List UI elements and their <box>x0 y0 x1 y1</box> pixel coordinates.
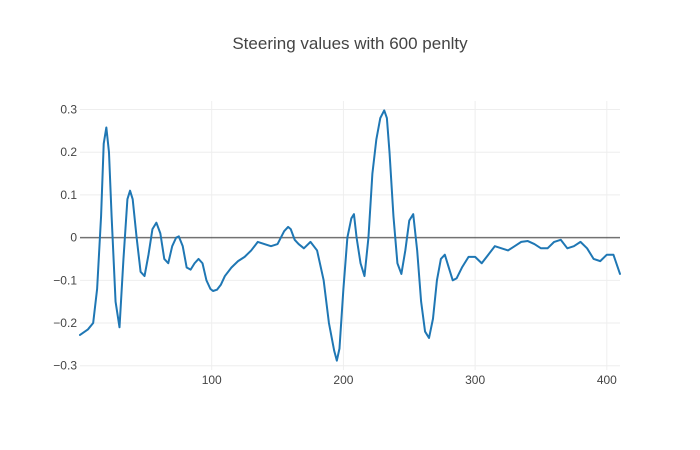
x-tick-label: 100 <box>202 373 222 387</box>
y-tick-label: −0.1 <box>53 273 77 287</box>
y-tick-label: 0.1 <box>60 188 77 202</box>
y-tick-label: 0.3 <box>60 103 77 117</box>
chart-title: Steering values with 600 penlty <box>232 34 468 53</box>
grid-layer <box>80 101 620 370</box>
x-axis-ticks: 100 200 300 400 <box>202 373 617 387</box>
x-tick-label: 300 <box>465 373 485 387</box>
steering-series-line <box>79 109 621 362</box>
y-tick-label: 0 <box>70 231 77 245</box>
x-tick-label: 200 <box>333 373 353 387</box>
y-tick-label: −0.2 <box>53 316 77 330</box>
y-axis-ticks: −0.3 −0.2 −0.1 0 0.1 0.2 0.3 <box>53 103 77 373</box>
y-tick-label: 0.2 <box>60 145 77 159</box>
x-tick-label: 400 <box>597 373 617 387</box>
y-tick-label: −0.3 <box>53 359 77 373</box>
